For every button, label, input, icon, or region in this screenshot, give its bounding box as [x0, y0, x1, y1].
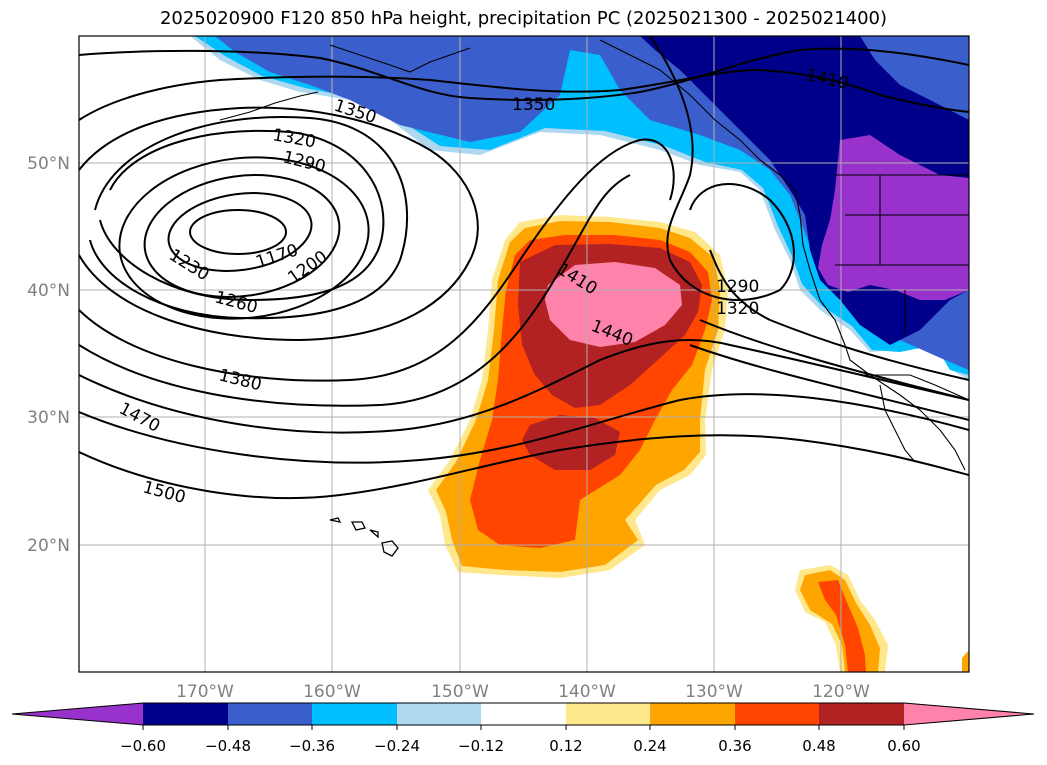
- latitude-ticks: 50°N 40°N 30°N 20°N: [27, 154, 70, 556]
- colorbar-bin-lightsky: [397, 703, 481, 725]
- contour-label-1290-e: 1290: [716, 277, 759, 297]
- map-frame: [78, 35, 970, 673]
- colorbar-bin-orangered: [735, 703, 819, 725]
- colorbar-bin-navy: [143, 703, 228, 725]
- lon-tick-120w: 120°W: [812, 682, 870, 702]
- map-title: 2025020900 F120 850 hPa height, precipit…: [159, 8, 888, 29]
- coastlines: [219, 39, 969, 471]
- map-plot-area: 1410 1350 1350 1320 1290 1170 1200 1230 …: [79, 36, 969, 672]
- colorbar-bin-white: [481, 703, 566, 725]
- anomaly-royal-inner: [860, 36, 969, 120]
- colorbar-label-m012: −0.12: [458, 737, 504, 755]
- colorbar-bin-deepsky: [312, 703, 397, 725]
- colorbar-label-m060: −0.60: [120, 737, 166, 755]
- anomaly-pink-core: [545, 262, 682, 347]
- colorbar-bin-lightyellow: [566, 703, 650, 725]
- lat-tick-40n: 40°N: [27, 281, 70, 301]
- anomaly-e-orange: [962, 650, 969, 672]
- lat-tick-30n: 30°N: [27, 408, 70, 428]
- graticule: [79, 36, 969, 672]
- contour-label-1350-n: 1350: [512, 95, 555, 115]
- lat-tick-20n: 20°N: [27, 536, 70, 556]
- colorbar-label-m048: −0.48: [205, 737, 251, 755]
- lon-tick-150w: 150°W: [431, 682, 489, 702]
- colorbar-label-p036: 0.36: [718, 737, 751, 755]
- anomaly-se-orangered: [818, 580, 866, 672]
- longitude-ticks: 170°W 160°W 150°W 140°W 130°W 120°W: [176, 682, 870, 702]
- height-contours: [79, 36, 969, 499]
- anomaly-firebrick-south: [522, 415, 620, 470]
- anomaly-royal-sw: [940, 300, 969, 330]
- colorbar-bin-firebrick: [819, 703, 904, 725]
- colorbar-label-p048: 0.48: [802, 737, 835, 755]
- colorbar-label-p060: 0.60: [887, 737, 920, 755]
- lon-tick-160w: 160°W: [303, 682, 361, 702]
- lon-tick-130w: 130°W: [685, 682, 743, 702]
- lat-tick-50n: 50°N: [27, 154, 70, 174]
- colorbar-extend-low: [12, 703, 143, 725]
- colorbar-bin-royal: [228, 703, 312, 725]
- colorbar-bin-orange: [650, 703, 735, 725]
- colorbar-label-m036: −0.36: [289, 737, 335, 755]
- anomaly-purple-region: [818, 135, 969, 300]
- lon-tick-140w: 140°W: [558, 682, 616, 702]
- colorbar: −0.60 −0.48 −0.36 −0.24 −0.12 0.12 0.24 …: [11, 702, 1035, 755]
- colorbar-label-m024: −0.24: [374, 737, 420, 755]
- colorbar-label-p012: 0.12: [549, 737, 582, 755]
- hawaii-islands: [329, 517, 399, 557]
- lon-tick-170w: 170°W: [176, 682, 234, 702]
- colorbar-label-p024: 0.24: [633, 737, 666, 755]
- colorbar-extend-high: [904, 703, 1034, 725]
- contour-label-1320-e: 1320: [716, 299, 759, 319]
